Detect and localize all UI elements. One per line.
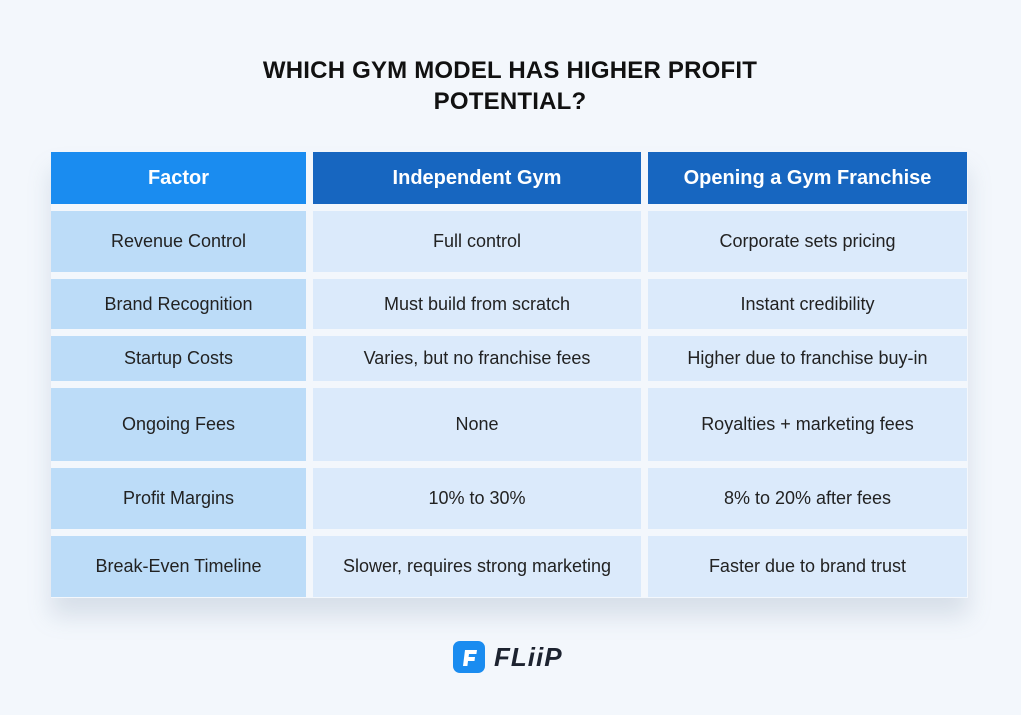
logo: FLiiP bbox=[452, 640, 563, 674]
table: Factor Independent Gym Opening a Gym Franc… bbox=[51, 152, 968, 598]
factor-cell: Brand Recognition bbox=[51, 279, 306, 329]
logo-icon bbox=[453, 641, 485, 673]
title: WHICH GYM MODEL HAS HIGHER PROFIT POTENT… bbox=[262, 57, 758, 115]
value-cell: Full control bbox=[313, 211, 641, 272]
header-cell: Factor bbox=[51, 152, 306, 204]
value-cell: Higher due to franchise buy-in bbox=[648, 336, 967, 381]
value-cell: 8% to 20% after fees bbox=[648, 468, 967, 529]
value-cell: None bbox=[313, 388, 641, 461]
value-cell: Instant credibility bbox=[648, 279, 967, 329]
value-cell: 10% to 30% bbox=[313, 468, 641, 529]
factor-cell: Ongoing Fees bbox=[51, 388, 306, 461]
logo-text: FLiiP bbox=[494, 641, 563, 672]
value-cell: Royalties + marketing fees bbox=[648, 388, 967, 461]
factor-cell: Startup Costs bbox=[51, 336, 306, 381]
factor-cell: Revenue Control bbox=[51, 211, 306, 272]
factor-cell: Break-Even Timeline bbox=[51, 536, 306, 597]
value-cell: Must build from scratch bbox=[313, 279, 641, 329]
value-cell: Faster due to brand trust bbox=[648, 536, 967, 597]
value-cell: Varies, but no franchise fees bbox=[313, 336, 641, 381]
value-cell: Corporate sets pricing bbox=[648, 211, 967, 272]
factor-cell: Profit Margins bbox=[51, 468, 306, 529]
header-cell: Independent Gym bbox=[313, 152, 641, 204]
header-cell: Opening a Gym Franchise bbox=[648, 152, 967, 204]
value-cell: Slower, requires strong marketing bbox=[313, 536, 641, 597]
